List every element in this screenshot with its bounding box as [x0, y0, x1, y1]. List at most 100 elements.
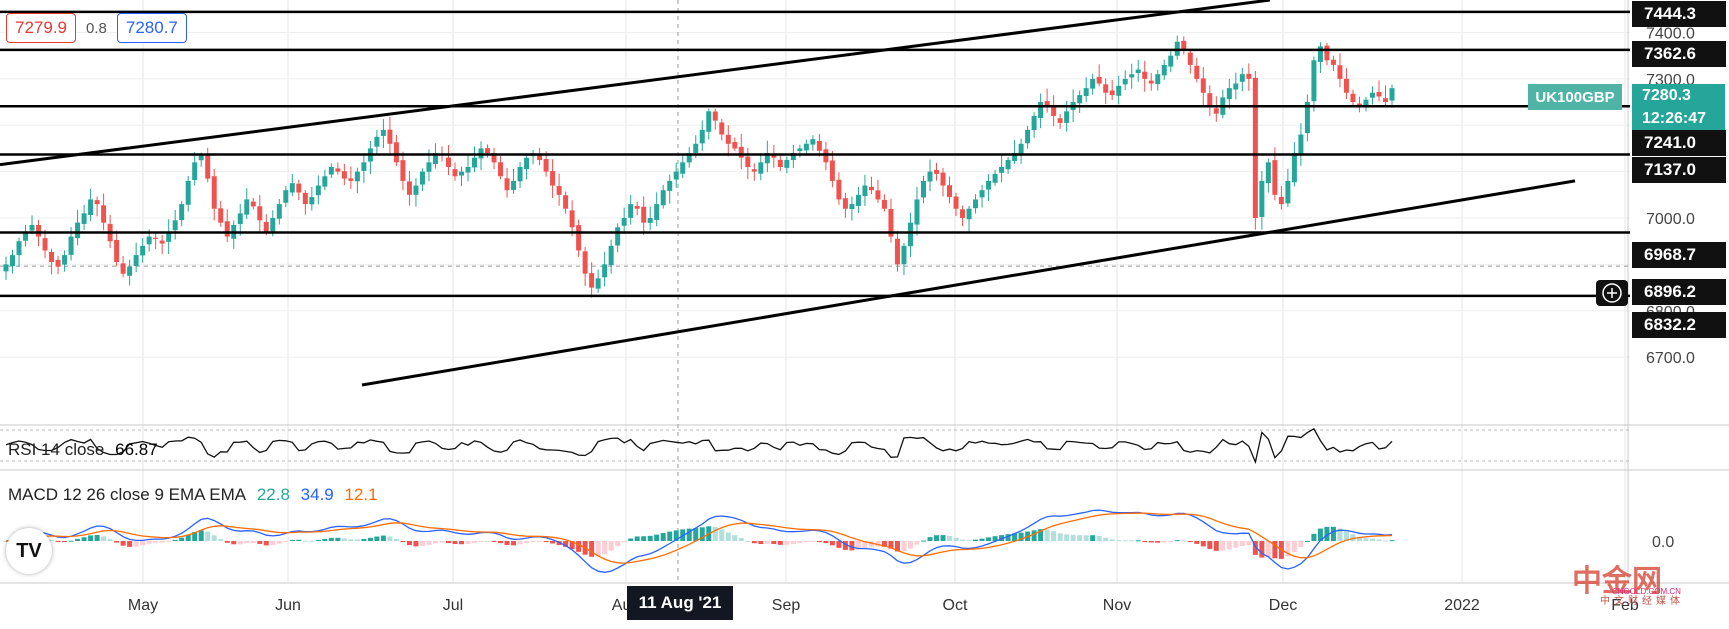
candle-body: [1096, 76, 1102, 84]
crosshair-plus-button[interactable]: [1596, 280, 1628, 306]
macd-hist-bar: [179, 537, 185, 541]
macd-hist-bar: [1369, 538, 1375, 541]
macd-hist-bar: [1090, 535, 1096, 541]
macd-hist-bar: [380, 535, 386, 541]
symbol-label: UK100GBP: [1528, 84, 1622, 110]
candle-body: [615, 227, 621, 246]
candle-body: [738, 146, 744, 158]
candle-body: [179, 204, 185, 221]
macd-hist-bar: [660, 533, 666, 541]
candle-body: [1057, 118, 1063, 123]
candle-body: [250, 201, 256, 207]
candle-body: [413, 185, 419, 195]
candle-body: [556, 186, 562, 195]
macd-hist-bar: [1363, 538, 1369, 541]
macd-hist-bar: [237, 541, 243, 545]
macd-hist-bar: [784, 541, 790, 545]
time-tick-label: 2022: [1444, 597, 1480, 614]
macd-hist-bar: [1213, 541, 1219, 551]
macd-hist-bar: [947, 536, 953, 541]
macd-hist-bar: [849, 541, 855, 551]
candle-body: [699, 129, 705, 144]
candle-body: [829, 160, 835, 181]
candle-body: [706, 111, 712, 132]
macd-hist-bar: [244, 541, 250, 544]
macd-hist-bar: [667, 531, 673, 541]
candle-body: [881, 199, 887, 209]
candle-body: [1031, 115, 1037, 130]
macd-hist-bar: [986, 537, 992, 541]
macd-hist-bar: [302, 540, 308, 542]
candle-body: [1330, 59, 1336, 65]
macd-hist-bar: [426, 541, 432, 545]
macd-hist-bar: [758, 541, 764, 545]
candle-body: [1285, 180, 1291, 204]
macd-hist-bar: [621, 541, 627, 543]
candle-body: [120, 263, 126, 274]
candle-body: [1389, 88, 1395, 101]
macd-hist-bar: [263, 541, 269, 546]
candle-body: [361, 162, 367, 171]
macd-hist-bar: [608, 541, 614, 551]
macd-hist-bar: [777, 541, 783, 545]
candle-body: [836, 179, 842, 200]
candle-body: [927, 171, 933, 182]
candle-body: [1064, 111, 1070, 123]
signal-line: [5, 512, 1393, 564]
candle-body: [621, 218, 627, 226]
ask-box[interactable]: 7280.7: [116, 13, 187, 43]
macd-hist-bar: [1246, 541, 1252, 546]
time-tick-label: Oct: [943, 597, 968, 614]
candle-body: [947, 185, 953, 198]
macd-hist-bar: [641, 536, 647, 541]
candle-body: [875, 190, 881, 200]
macd-hist-bar: [1161, 541, 1167, 543]
macd-hist-bar: [966, 540, 972, 542]
candle-body: [328, 166, 334, 175]
candle-body: [29, 224, 35, 231]
macd-hist-bar: [62, 541, 68, 543]
macd-hist-bar: [1109, 539, 1115, 541]
candle-body: [1343, 78, 1349, 93]
time-tick-label: Sep: [772, 597, 801, 614]
macd-hist-bar: [68, 540, 74, 542]
candle-body: [55, 259, 61, 267]
candle-body: [1265, 162, 1271, 184]
candle-body: [1044, 101, 1050, 107]
tradingview-logo[interactable]: TV: [6, 528, 52, 574]
candle-body: [10, 255, 16, 267]
candle-body: [491, 153, 497, 163]
candle-body: [62, 255, 68, 265]
macd-title: MACD 12 26 close 9 EMA EMA: [8, 485, 247, 504]
candle-body: [550, 171, 556, 186]
macd-hist-bar: [1311, 533, 1317, 541]
macd-hist-bar: [530, 541, 536, 542]
macd-hist-bar: [419, 541, 425, 546]
macd-hist-bar: [1187, 541, 1193, 542]
macd-zero-label: 0.0: [1652, 534, 1674, 551]
macd-hist-bar: [1129, 540, 1135, 542]
candle-body: [23, 231, 29, 241]
macd-hist-bar: [881, 541, 887, 547]
price-tick-label: 7000.0: [1646, 211, 1695, 228]
bid-box[interactable]: 7279.9: [6, 13, 76, 43]
candle-body: [966, 208, 972, 220]
macd-hist-bar: [504, 541, 510, 546]
macd-hist-bar: [1285, 541, 1291, 557]
candle-body: [790, 153, 796, 161]
macd-hist-bar: [1324, 526, 1330, 541]
level-label-7362: 7362.6: [1632, 41, 1726, 67]
macd-hist-bar: [491, 541, 497, 542]
candle-body: [862, 185, 868, 197]
candle-body: [680, 162, 686, 174]
macd-hist-bar: [797, 541, 803, 544]
macd-hist-bar: [101, 536, 107, 541]
candle-body: [218, 208, 224, 223]
candle-body: [198, 155, 204, 161]
candle-body: [146, 236, 152, 245]
lower-trendline: [361, 179, 1576, 387]
macd-hist-bar: [894, 541, 900, 552]
macd-hist-bar: [634, 536, 640, 541]
macd-line-value: 34.9: [300, 485, 334, 504]
